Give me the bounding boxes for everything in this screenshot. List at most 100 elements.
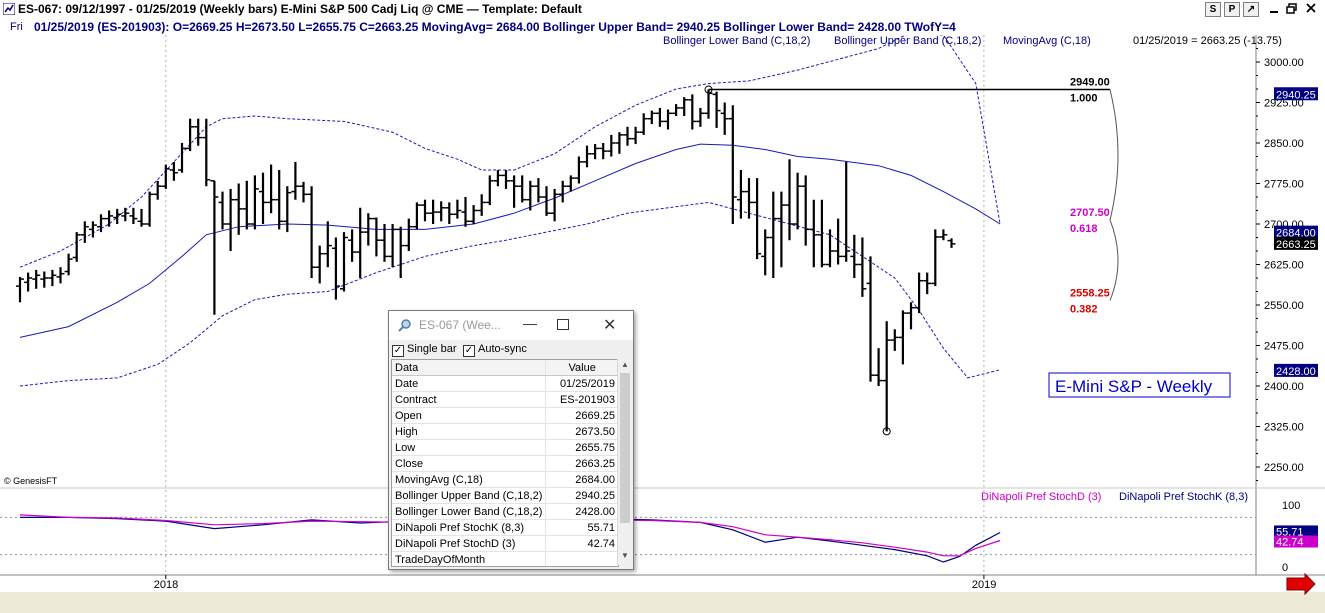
price-label: 2428.00: [1276, 366, 1316, 378]
chart-title: E-Mini S&P - Weekly: [1055, 377, 1213, 396]
magnifier-icon: [398, 319, 411, 332]
data-row-label: TradeDayOfMonth: [392, 551, 546, 566]
y-tick-label: 2925.00: [1264, 98, 1304, 110]
data-row[interactable]: Close 2663.25: [392, 455, 618, 472]
window-title: ES-067: 09/12/1997 - 01/25/2019 (Weekly …: [18, 2, 582, 16]
stoch-k-value-box: [1274, 525, 1318, 538]
data-row-value: 2428.00: [545, 503, 618, 520]
close-button[interactable]: [1303, 2, 1319, 17]
stoch-k-value: 55.71: [1276, 526, 1304, 538]
stoch-tick-label: 100: [1282, 500, 1300, 512]
scroll-down-arrow-icon[interactable]: ▼: [621, 551, 629, 560]
legend-lower-band: Bollinger Lower Band (C,18,2): [663, 35, 810, 47]
data-row-value: 2663.25: [545, 455, 618, 472]
data-grid-scrollbar[interactable]: ▲ ▼: [617, 359, 632, 565]
x-tick-label: 2018: [154, 579, 178, 591]
fib-price-label: 2949.00: [1070, 77, 1110, 89]
y-tick-label: 2475.00: [1264, 341, 1304, 353]
checkmark-icon: ✓: [463, 345, 475, 357]
y-tick-label: 2550.00: [1264, 300, 1304, 312]
data-row-value: 2655.75: [545, 439, 618, 456]
swing-low-marker: [882, 427, 891, 436]
data-row[interactable]: High 2673.50: [392, 423, 618, 440]
column-header-value[interactable]: Value: [545, 360, 618, 376]
legend-moving-avg: MovingAvg (C,18): [1003, 35, 1091, 47]
single-bar-checkbox[interactable]: ✓ Single bar: [392, 343, 457, 357]
data-row-value: 42.74: [545, 535, 618, 552]
p-button[interactable]: P: [1224, 2, 1240, 17]
scroll-right-arrow-icon[interactable]: [1286, 572, 1316, 596]
s-button[interactable]: S: [1205, 2, 1221, 17]
data-row[interactable]: TradeDayOfMonth: [392, 551, 618, 566]
data-window-minimize-icon[interactable]: —: [523, 315, 537, 331]
data-window[interactable]: ES-067 (Wee... — ✕ ✓ Single bar ✓ Auto-syn…: [388, 310, 634, 570]
data-row[interactable]: Bollinger Lower Band (C,18,2) 2428.00: [392, 503, 618, 520]
price-label: 2663.25: [1276, 239, 1316, 251]
data-grid-header: Data Value: [392, 360, 618, 376]
data-window-title-bar[interactable]: ES-067 (Wee... — ✕: [389, 311, 633, 340]
price-label: 2940.25: [1276, 89, 1316, 101]
data-row[interactable]: Date 01/25/2019: [392, 375, 618, 392]
data-row-label: Low: [392, 439, 546, 456]
y-tick-label: 2625.00: [1264, 260, 1304, 272]
restore-button[interactable]: [1284, 2, 1300, 17]
price-label-box: [1274, 225, 1318, 239]
data-row-value: 2669.25: [545, 407, 618, 424]
data-row-label: Contract: [392, 391, 546, 408]
y-tick-label: 2250.00: [1264, 462, 1304, 474]
price-chart[interactable]: 2250.00 2325.00 2400.00 2475.00 2550.00 2625.…: [0, 31, 1325, 610]
info-day: Fri: [10, 21, 23, 33]
data-window-title: ES-067 (Wee...: [419, 318, 501, 332]
data-row[interactable]: Contract ES-201903: [392, 391, 618, 408]
data-window-close-icon[interactable]: ✕: [603, 317, 617, 334]
data-row[interactable]: Open 2669.25: [392, 407, 618, 424]
data-row-label: Open: [392, 407, 546, 424]
y-tick-label: 2850.00: [1264, 138, 1304, 150]
data-row-label: DiNapoli Pref StochK (8,3): [392, 519, 546, 536]
fib-ratio-label: 0.618: [1070, 223, 1098, 235]
info-ohlc: 01/25/2019 (ES-201903): O=2669.25 H=2673…: [34, 20, 956, 34]
data-row-label: Date: [392, 375, 546, 392]
checkmark-icon: ✓: [392, 345, 404, 357]
data-row-value: 2940.25: [545, 487, 618, 504]
moving-average-line: [19, 143, 1001, 338]
fib-bracket: [1109, 219, 1119, 301]
y-tick-label: 2775.00: [1264, 179, 1304, 191]
data-row[interactable]: Bollinger Upper Band (C,18,2) 2940.25: [392, 487, 618, 504]
y-tick-label: 3000.00: [1264, 57, 1304, 69]
stoch-d-value: 42.74: [1276, 537, 1304, 549]
data-grid[interactable]: Data Value Date 01/25/2019 Contract ES-2019…: [391, 359, 619, 567]
app-icon: [3, 3, 15, 15]
data-row[interactable]: DiNapoli Pref StochD (3) 42.74: [392, 535, 618, 552]
upper-band-line: [19, 31, 1001, 268]
stoch-tick-label: 0: [1282, 562, 1288, 574]
data-row[interactable]: MovingAvg (C,18) 2684.00: [392, 471, 618, 488]
price-label-box: [1274, 363, 1318, 377]
chart-area[interactable]: 2250.00 2325.00 2400.00 2475.00 2550.00 2625.…: [0, 31, 1325, 610]
horizontal-scrollbar[interactable]: [0, 592, 1325, 610]
auto-sync-checkbox[interactable]: ✓ Auto-sync: [463, 343, 527, 357]
close-icon: [1306, 3, 1316, 13]
minimize-icon: [1270, 11, 1278, 13]
column-header-data[interactable]: Data: [392, 360, 546, 376]
info-bar: Fri 01/25/2019 (ES-201903): O=2669.25 H=…: [0, 19, 1325, 35]
chart-title-box: [1048, 372, 1231, 398]
data-row-label: Bollinger Upper Band (C,18,2): [392, 487, 546, 504]
scroll-up-arrow-icon[interactable]: ▲: [621, 360, 629, 369]
single-bar-label: Single bar: [407, 343, 457, 355]
x-tick-label: 2019: [972, 579, 996, 591]
data-row[interactable]: DiNapoli Pref StochK (8,3) 55.71: [392, 519, 618, 536]
minimize-button[interactable]: [1266, 2, 1282, 17]
data-row[interactable]: Low 2655.75: [392, 439, 618, 456]
copyright-text: © GenesisFT: [4, 476, 58, 486]
data-row-label: MovingAvg (C,18): [392, 471, 546, 488]
price-label: 2684.00: [1276, 228, 1316, 240]
scroll-thumb[interactable]: [620, 373, 630, 523]
arrow-button[interactable]: ↗: [1243, 2, 1259, 17]
data-row-label: Bollinger Lower Band (C,18,2): [392, 503, 546, 520]
data-row-label: Close: [392, 455, 546, 472]
data-row-label: High: [392, 423, 546, 440]
data-window-maximize-icon[interactable]: [557, 319, 569, 330]
stoch-k-legend: DiNapoli Pref StochK (8,3): [1119, 491, 1248, 503]
data-row-value: [545, 551, 618, 566]
